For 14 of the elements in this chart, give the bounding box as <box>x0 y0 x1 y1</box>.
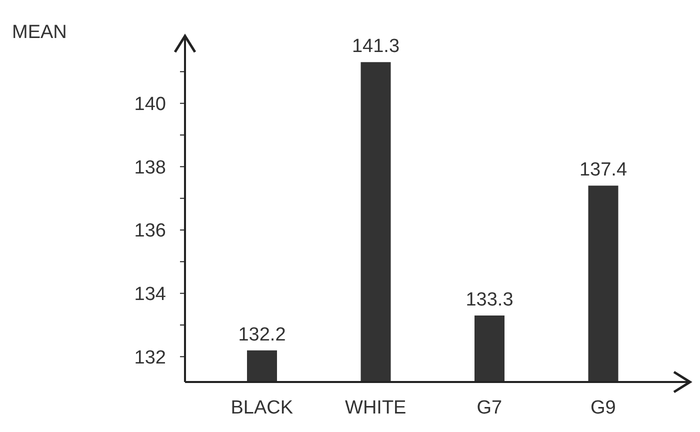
data-label: 133.3 <box>466 290 514 310</box>
y-tick-label: 132 <box>134 347 166 368</box>
data-label: 141.3 <box>352 36 400 58</box>
y-tick-label: 136 <box>134 220 166 242</box>
x-tick-label: WHITE <box>345 397 406 418</box>
data-label: 137.4 <box>579 160 628 181</box>
y-axis-title: MEAN <box>12 22 67 44</box>
y-tick-label: 140 <box>134 94 166 116</box>
x-tick-label: G7 <box>476 397 502 418</box>
y-tick-label: 138 <box>134 157 166 178</box>
x-tick-label: G9 <box>590 397 616 418</box>
x-tick-label: BLACK <box>230 397 294 418</box>
data-label: 132.2 <box>238 324 286 346</box>
y-tick-label: 134 <box>134 284 166 306</box>
